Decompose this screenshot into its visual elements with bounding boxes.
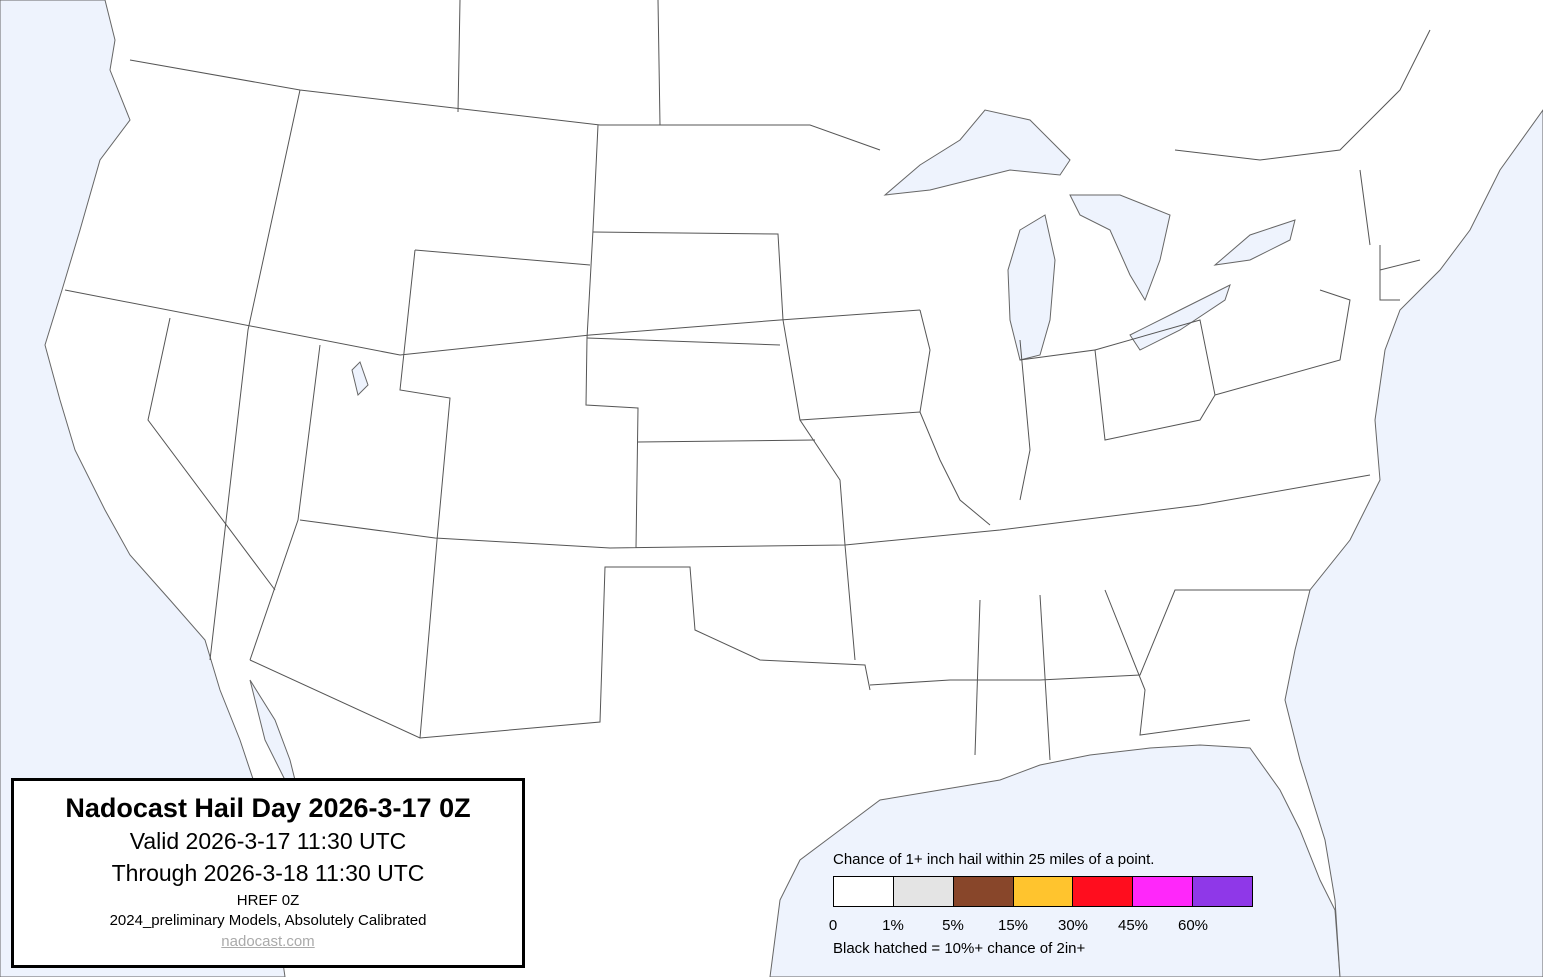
lake-ontario: [1213, 219, 1296, 266]
legend-swatch-60: [1193, 877, 1253, 906]
title-box: Nadocast Hail Day 2026-3-17 0Z Valid 202…: [11, 778, 525, 968]
great-salt-lake: [351, 361, 369, 396]
legend-label: 15%: [997, 917, 1029, 934]
models-note: 2024_preliminary Models, Absolutely Cali…: [109, 912, 427, 929]
legend: Chance of 1+ inch hail within 25 miles o…: [829, 851, 1283, 957]
legend-swatch-45: [1133, 877, 1194, 906]
legend-labels: 0 1% 5% 15% 30% 45% 60%: [803, 917, 1283, 934]
legend-label: 45%: [1117, 917, 1149, 934]
state-borders: [64, 0, 1431, 761]
legend-swatch-5: [953, 877, 1014, 906]
map-title: Nadocast Hail Day 2026-3-17 0Z: [65, 793, 471, 823]
legend-color-bar: [833, 876, 1253, 907]
lake-erie: [1129, 284, 1231, 351]
valid-time: Valid 2026-3-17 11:30 UTC: [129, 828, 407, 854]
atlantic-ocean: [1284, 109, 1543, 977]
lake-michigan: [1007, 214, 1056, 361]
legend-label: 60%: [1177, 917, 1209, 934]
legend-swatch-30: [1073, 877, 1134, 906]
gulf-of-mexico: [769, 744, 1341, 977]
legend-label: 30%: [1057, 917, 1089, 934]
legend-swatch-1: [893, 877, 954, 906]
legend-swatch-0: [834, 877, 894, 906]
legend-swatch-15: [1013, 877, 1074, 906]
through-time: Through 2026-3-18 11:30 UTC: [111, 860, 425, 886]
lake-huron: [1069, 194, 1171, 302]
legend-title: Chance of 1+ inch hail within 25 miles o…: [833, 851, 1155, 868]
nadocast-link[interactable]: nadocast.com: [221, 933, 315, 950]
legend-hatch-note: Black hatched = 10%+ chance of 2in+: [833, 940, 1086, 957]
model-run: HREF 0Z: [236, 892, 300, 909]
legend-label: 5%: [942, 917, 964, 934]
lake-superior: [883, 109, 1071, 196]
legend-label: 1%: [882, 917, 904, 934]
legend-label: 0: [828, 917, 838, 934]
